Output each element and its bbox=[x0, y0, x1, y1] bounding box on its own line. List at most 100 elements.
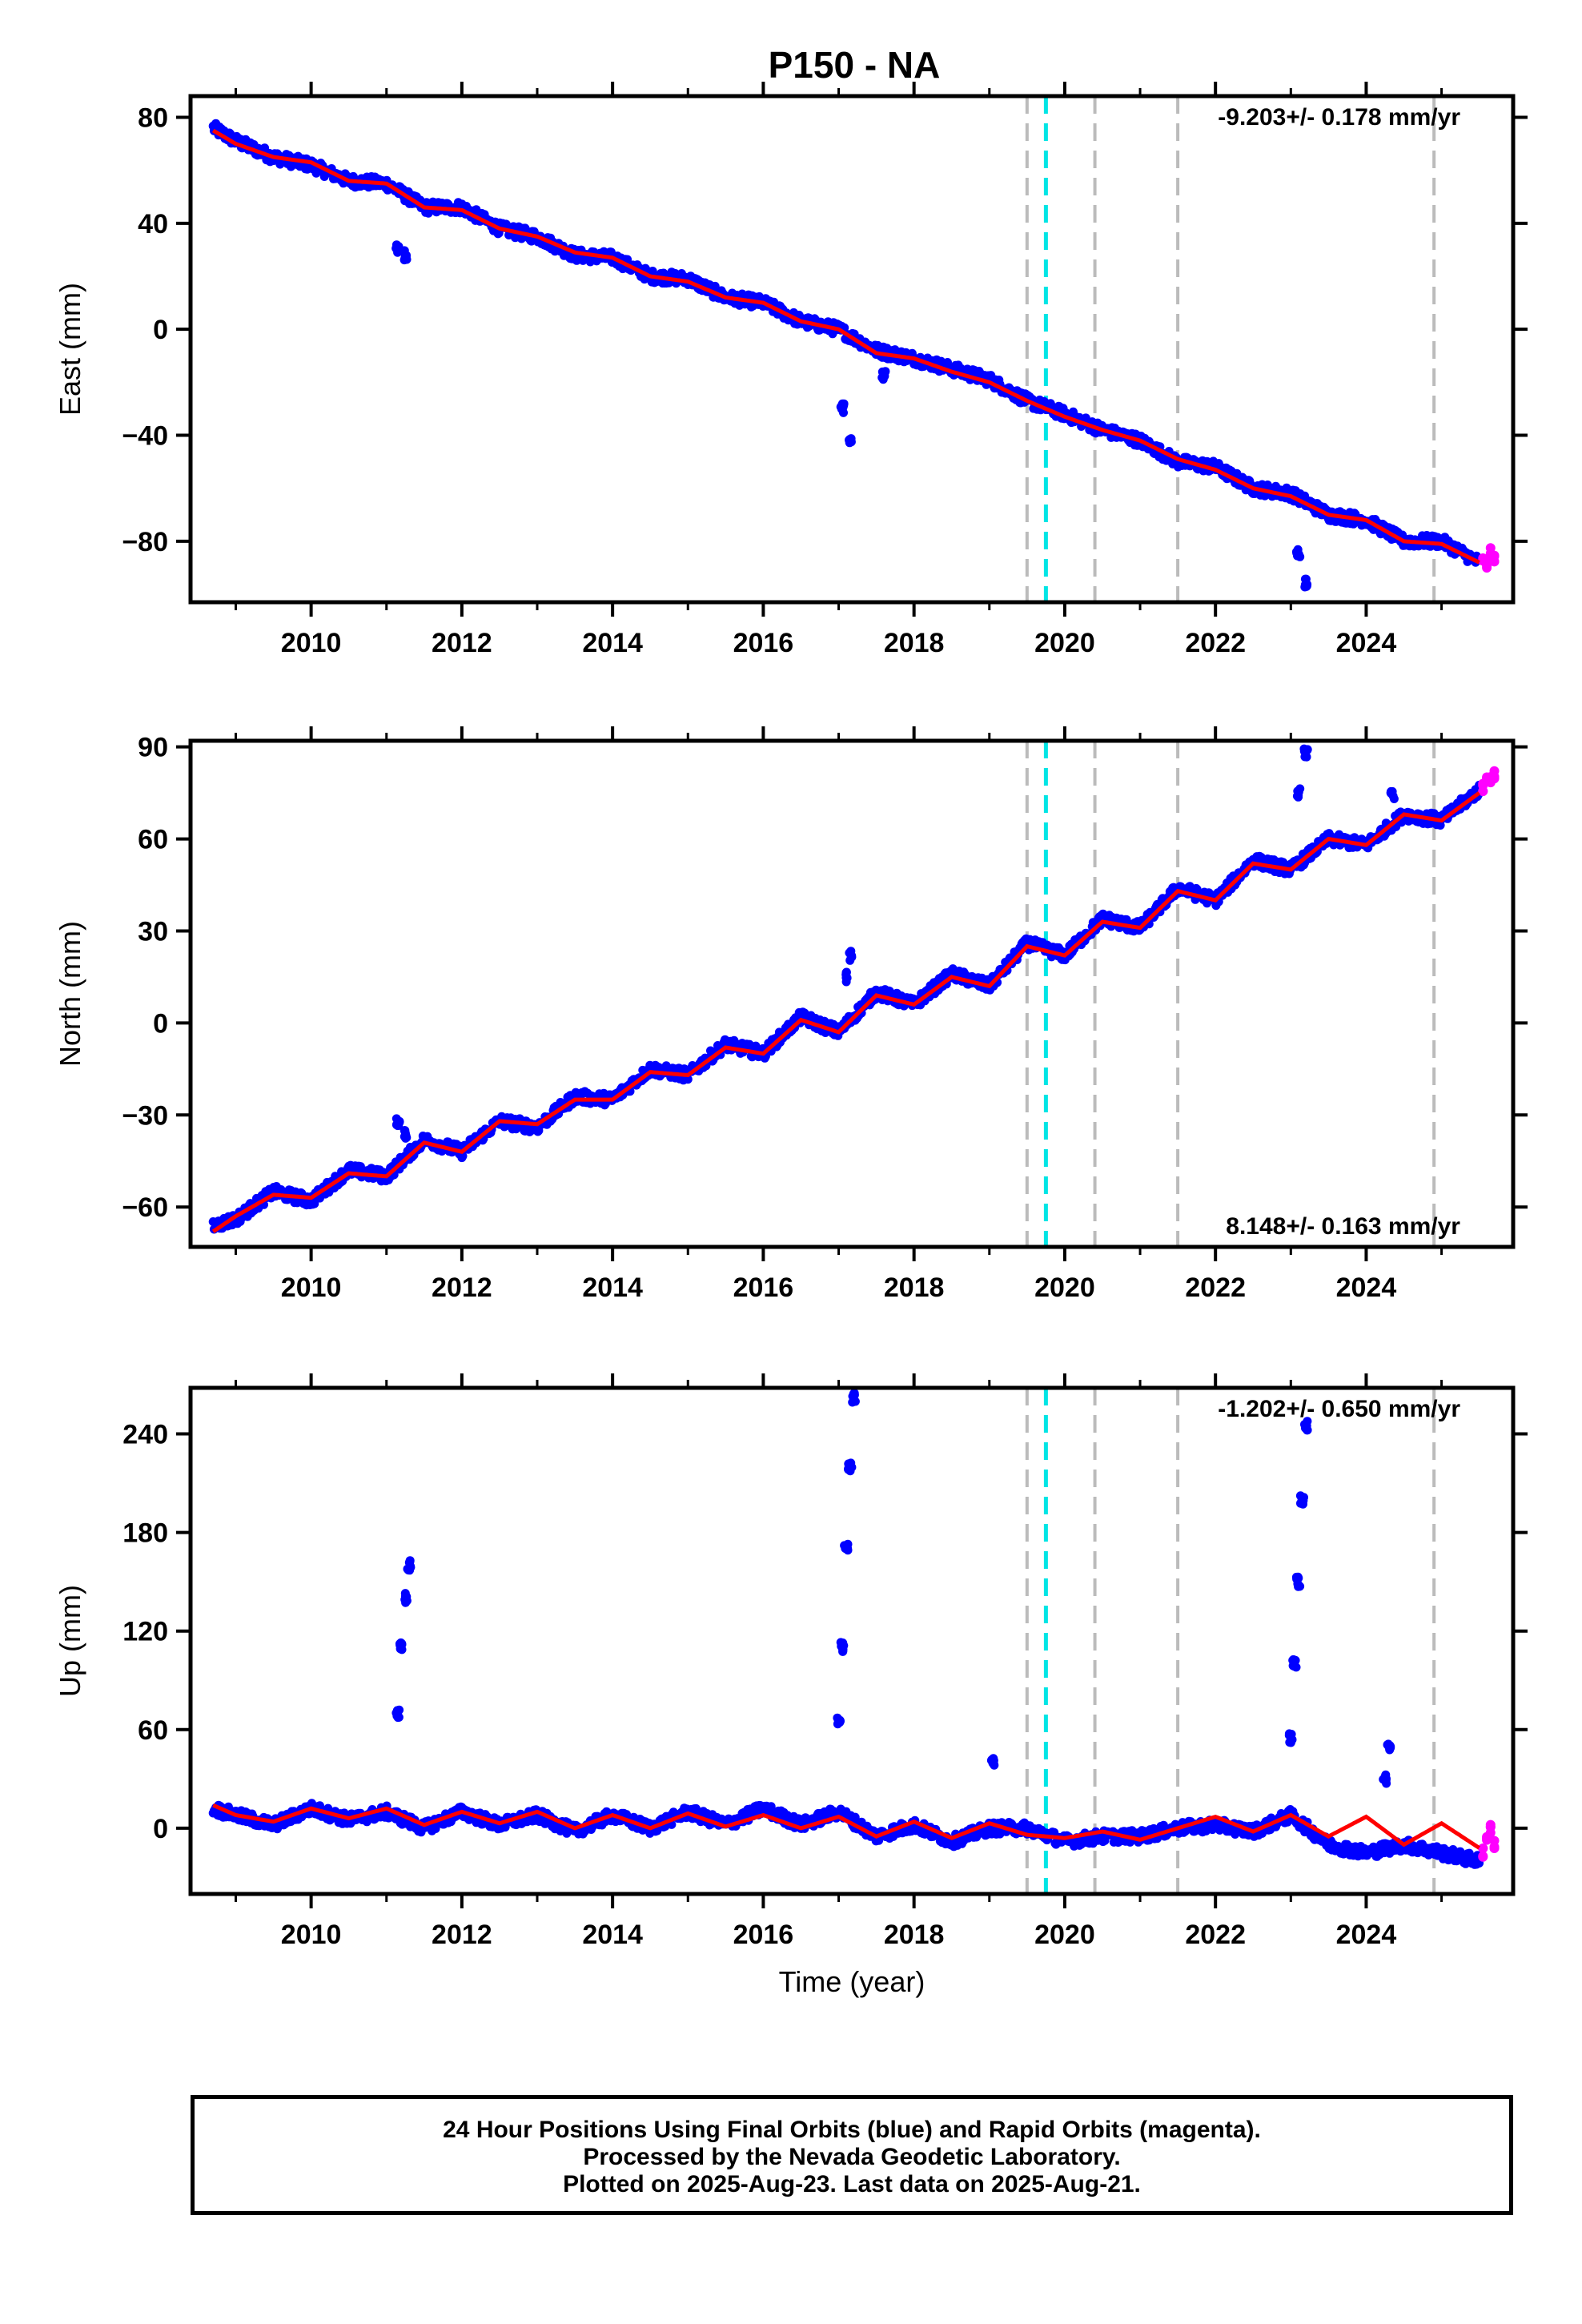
up-y-axis-label: Up (mm) bbox=[54, 1585, 86, 1697]
data-point bbox=[683, 1075, 693, 1084]
data-point bbox=[1385, 1741, 1395, 1751]
data-point bbox=[1293, 1572, 1303, 1582]
data-point bbox=[838, 1638, 848, 1647]
data-point bbox=[839, 399, 849, 408]
data-point bbox=[405, 1566, 415, 1575]
up-model-curve bbox=[212, 1803, 1480, 1850]
data-point bbox=[880, 370, 889, 380]
footer-line-3: Plotted on 2025-Aug-23. Last data on 202… bbox=[563, 2171, 1141, 2197]
rapid-point bbox=[1489, 766, 1500, 776]
rapid-point bbox=[1485, 543, 1496, 553]
data-point bbox=[845, 955, 855, 965]
x-tick-label: 2010 bbox=[281, 1273, 342, 1303]
rapid-point bbox=[1489, 1843, 1500, 1853]
y-tick-label: −30 bbox=[122, 1100, 168, 1131]
east-rate-label: -9.203+/- 0.178 mm/yr bbox=[1218, 104, 1460, 131]
data-point bbox=[842, 1543, 852, 1553]
panel-north: 2010 2012 2014 2016 2018 2020 2022 2024 90 60 30 0 −… bbox=[54, 726, 1528, 1303]
y-tick-label: 40 bbox=[138, 209, 168, 239]
data-point bbox=[1296, 1498, 1305, 1508]
data-point bbox=[1303, 580, 1312, 589]
data-point bbox=[1303, 745, 1312, 754]
x-tick-label: 2020 bbox=[1034, 1273, 1095, 1303]
data-point bbox=[405, 1557, 415, 1566]
panel-east: 2010 2012 2014 2016 2018 2020 2022 202480400−40… bbox=[54, 82, 1528, 658]
data-point bbox=[402, 1133, 412, 1142]
x-tick-label: 2010 bbox=[281, 628, 342, 658]
y-tick-label: 90 bbox=[138, 733, 168, 763]
y-tick-label: 180 bbox=[122, 1518, 168, 1549]
up-data-points bbox=[208, 1389, 1500, 1869]
y-tick-label: 0 bbox=[153, 1008, 168, 1039]
y-tick-label: 0 bbox=[153, 1814, 168, 1844]
data-point bbox=[648, 267, 657, 275]
data-point bbox=[846, 947, 856, 956]
data-point bbox=[1295, 1582, 1305, 1591]
rapid-point bbox=[1489, 1835, 1500, 1846]
x-tick-label: 2016 bbox=[733, 628, 794, 658]
data-point bbox=[1291, 1655, 1300, 1665]
x-tick-label: 2014 bbox=[582, 1273, 643, 1303]
x-axis-label: Time (year) bbox=[779, 1965, 926, 1998]
x-tick-label: 2016 bbox=[733, 1273, 794, 1303]
x-tick-label: 2018 bbox=[884, 1273, 945, 1303]
north-frame bbox=[188, 738, 1516, 1249]
x-tick-label: 2010 bbox=[281, 1920, 342, 1950]
east-model-curve bbox=[211, 128, 1480, 565]
x-tick-label: 2016 bbox=[733, 1920, 794, 1950]
x-tick-label: 2024 bbox=[1336, 1920, 1397, 1950]
data-point bbox=[1302, 1421, 1311, 1430]
north-rate-label: 8.148+/- 0.163 mm/yr bbox=[1226, 1213, 1460, 1240]
north-model-curve bbox=[211, 791, 1481, 1233]
footer-box: 24 Hour Positions Using Final Orbits (bl… bbox=[191, 2095, 1513, 2215]
y-tick-label: 60 bbox=[138, 825, 168, 855]
data-point bbox=[1294, 792, 1303, 802]
x-tick-label: 2020 bbox=[1034, 1920, 1095, 1950]
data-point bbox=[1284, 1729, 1294, 1739]
east-data-points bbox=[208, 119, 1500, 592]
rapid-point bbox=[1478, 786, 1488, 796]
data-point bbox=[850, 1397, 860, 1406]
data-point bbox=[1379, 1775, 1388, 1784]
data-point bbox=[623, 255, 632, 264]
x-tick-label: 2014 bbox=[582, 628, 643, 658]
north-y-axis-label: North (mm) bbox=[54, 921, 86, 1067]
y-tick-label: 80 bbox=[138, 103, 168, 133]
y-tick-label: 120 bbox=[122, 1617, 168, 1647]
data-point bbox=[1300, 752, 1310, 762]
x-tick-label: 2020 bbox=[1034, 628, 1095, 658]
x-tick-label: 2022 bbox=[1185, 1273, 1246, 1303]
y-tick-label: 0 bbox=[153, 315, 168, 345]
footer-line-1: 24 Hour Positions Using Final Orbits (bl… bbox=[443, 2117, 1261, 2143]
data-point bbox=[989, 1755, 998, 1765]
x-tick-label: 2024 bbox=[1336, 1273, 1397, 1303]
x-tick-label: 2012 bbox=[432, 1273, 492, 1303]
data-point bbox=[400, 248, 409, 258]
x-tick-label: 2022 bbox=[1185, 1920, 1246, 1950]
y-tick-label: −80 bbox=[122, 527, 168, 557]
up-rate-label: -1.202+/- 0.650 mm/yr bbox=[1218, 1396, 1460, 1422]
data-point bbox=[397, 1638, 407, 1648]
data-point bbox=[849, 1390, 859, 1400]
data-point bbox=[400, 1126, 409, 1136]
data-point bbox=[833, 1713, 842, 1723]
footer-line-2: Processed by the Nevada Geodetic Laborat… bbox=[583, 2144, 1121, 2170]
east-y-axis-label: East (mm) bbox=[54, 283, 86, 416]
y-tick-label: −40 bbox=[122, 421, 168, 452]
rapid-point bbox=[1489, 557, 1500, 567]
rapid-point bbox=[1485, 1827, 1496, 1838]
y-tick-label: −60 bbox=[122, 1192, 168, 1223]
x-tick-label: 2022 bbox=[1185, 628, 1246, 658]
data-point bbox=[1387, 786, 1397, 796]
y-tick-label: 60 bbox=[138, 1715, 168, 1746]
data-point bbox=[394, 1712, 404, 1722]
x-tick-label: 2012 bbox=[432, 628, 492, 658]
y-tick-label: 30 bbox=[138, 916, 168, 947]
rapid-point bbox=[1478, 1852, 1488, 1862]
rapid-point bbox=[1478, 1844, 1488, 1854]
data-point bbox=[400, 1594, 410, 1604]
data-point bbox=[391, 1120, 401, 1130]
up-frame bbox=[188, 1385, 1516, 1896]
data-point bbox=[846, 437, 856, 447]
